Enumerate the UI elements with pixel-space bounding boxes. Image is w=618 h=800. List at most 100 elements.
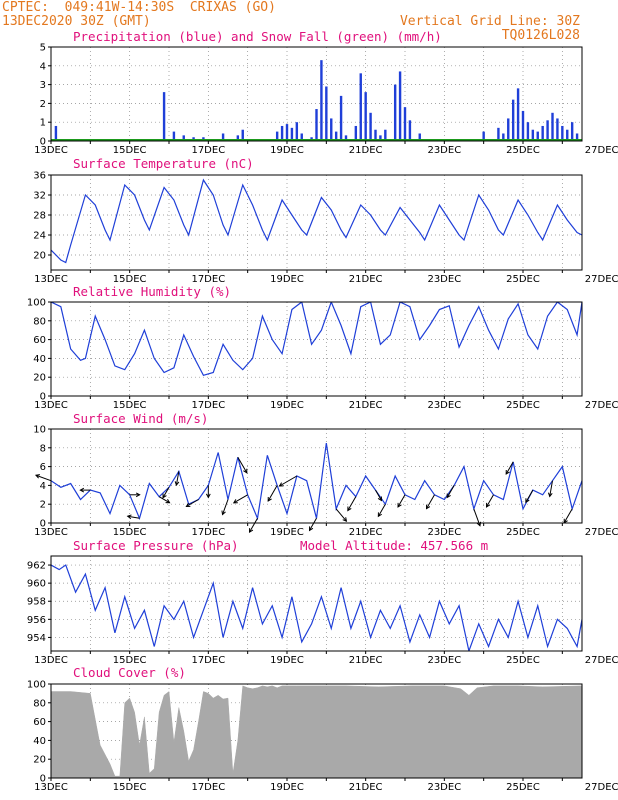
rh-series-line — [51, 302, 582, 377]
precip-bar — [172, 131, 176, 141]
cloud-xtick-label: 17DEC — [191, 782, 225, 793]
wind-arrow-shaft — [397, 494, 406, 508]
cloud-xtick-label: 27DEC — [585, 782, 618, 793]
header-model-id: TQ0126L028 — [501, 28, 580, 43]
precip-ytick-label: 1 — [40, 118, 46, 129]
precip-bar — [482, 131, 485, 141]
wind-arrow — [547, 480, 553, 498]
wind-arrow — [308, 518, 317, 532]
precip-bar — [354, 125, 358, 141]
rh-ytick-label: 0 — [40, 392, 46, 403]
cloud-title: Cloud Cover (%) — [73, 665, 186, 680]
temp-xtick-label: 17DEC — [191, 274, 225, 285]
wind-arrow-head — [248, 528, 254, 534]
precip-xtick-label: 13DEC — [34, 145, 68, 156]
wind-arrow-head — [308, 526, 314, 532]
temp-plot-area — [51, 175, 582, 270]
precip-xtick-label: 23DEC — [427, 145, 461, 156]
precip-bar — [566, 129, 569, 141]
wind-arrow-shaft — [162, 487, 170, 498]
pres-ytick-label: 956 — [27, 615, 46, 626]
cloud-ytick-label: 80 — [33, 698, 46, 709]
wind-arrow-shaft — [446, 485, 455, 498]
rh-xtick-label: 23DEC — [427, 400, 461, 411]
precip-bar — [241, 129, 244, 141]
precip-ytick-label: 3 — [40, 80, 46, 91]
precip-xtick-label: 19DEC — [270, 145, 304, 156]
rh-ytick-label: 20 — [33, 373, 46, 384]
pres-xtick-label: 15DEC — [113, 655, 147, 666]
wind-xtick-label: 25DEC — [506, 527, 540, 538]
precip-bar — [502, 133, 505, 141]
wind-arrow-shaft — [525, 489, 534, 503]
wind-panel: Surface Wind (m/s) 0 2 4 6 8 10 13DEC 15DEC 17DEC… — [33, 411, 618, 538]
wind-arrow-head — [162, 493, 167, 499]
precip-title: Precipitation (blue) and Snow Fall (gree… — [73, 29, 442, 44]
wind-ytick-label: 6 — [40, 462, 46, 473]
precip-bar — [275, 131, 279, 141]
rh-ytick-label: 80 — [33, 316, 46, 327]
wind-arrow-head — [205, 493, 211, 499]
cloud-xtick-label: 21DEC — [349, 782, 383, 793]
precip-bar — [325, 86, 328, 141]
cloud-xtick-label: 13DEC — [34, 782, 68, 793]
wind-arrow — [205, 485, 211, 499]
wind-arrow-shaft — [549, 480, 553, 497]
rh-xtick-label: 15DEC — [113, 400, 147, 411]
wind-arrow-head — [377, 512, 383, 518]
precip-bar — [408, 120, 412, 141]
precip-bar — [398, 71, 402, 141]
precip-bar — [536, 131, 539, 141]
precip-frame — [50, 46, 583, 142]
wind-arrow-head — [505, 470, 510, 475]
wind-arrow — [158, 496, 171, 504]
wind-arrow-shaft — [237, 456, 248, 474]
pres-xtick-label: 23DEC — [427, 655, 461, 666]
precip-bar — [526, 122, 530, 141]
precip-bar — [497, 127, 500, 141]
rh-xtick-label: 19DEC — [270, 400, 304, 411]
wind-arrow-head — [397, 502, 402, 508]
rh-xtick-label: 25DEC — [506, 400, 540, 411]
wind-arrow — [377, 503, 386, 518]
wind-arrow — [34, 474, 52, 482]
precip-bar — [374, 129, 377, 141]
wind-plot-area — [51, 429, 582, 523]
wind-arrow-shaft — [347, 496, 357, 511]
pres-xtick-label: 27DEC — [585, 655, 618, 666]
wind-arrow-head — [278, 482, 284, 487]
wind-arrow — [397, 494, 406, 508]
wind-arrow-head — [267, 496, 272, 502]
wind-xtick-label: 19DEC — [270, 527, 304, 538]
temp-xtick-label: 13DEC — [34, 274, 68, 285]
wind-arrow-shaft — [175, 471, 180, 486]
wind-arrow-shaft — [309, 518, 317, 531]
wind-arrow-head — [342, 517, 348, 522]
pres-ytick-label: 958 — [27, 597, 46, 608]
precip-bar — [315, 109, 318, 141]
precip-bar — [369, 112, 372, 141]
wind-arrow-head — [165, 499, 171, 504]
rh-xtick-label: 17DEC — [191, 400, 225, 411]
wind-arrow — [505, 461, 514, 475]
wind-arrow-shaft — [233, 494, 248, 504]
temp-title: Surface Temperature (nC) — [73, 156, 254, 171]
precip-bar — [339, 95, 343, 141]
precip-ytick-label: 0 — [40, 137, 46, 148]
wind-arrow-head — [79, 487, 85, 493]
wind-arrow — [485, 494, 494, 508]
wind-arrow-head — [485, 502, 491, 508]
temp-ytick-label: 28 — [33, 211, 46, 222]
temp-ytick-label: 24 — [33, 231, 46, 242]
precip-bar — [359, 73, 362, 141]
cloud-xtick-label: 19DEC — [270, 782, 304, 793]
wind-arrow — [347, 496, 357, 512]
wind-arrow-head — [547, 492, 553, 498]
precip-bar — [280, 125, 284, 141]
wind-arrow-head — [377, 496, 383, 502]
pres-xtick-label: 13DEC — [34, 655, 68, 666]
wind-arrow — [174, 471, 180, 487]
pres-xtick-label: 21DEC — [349, 655, 383, 666]
